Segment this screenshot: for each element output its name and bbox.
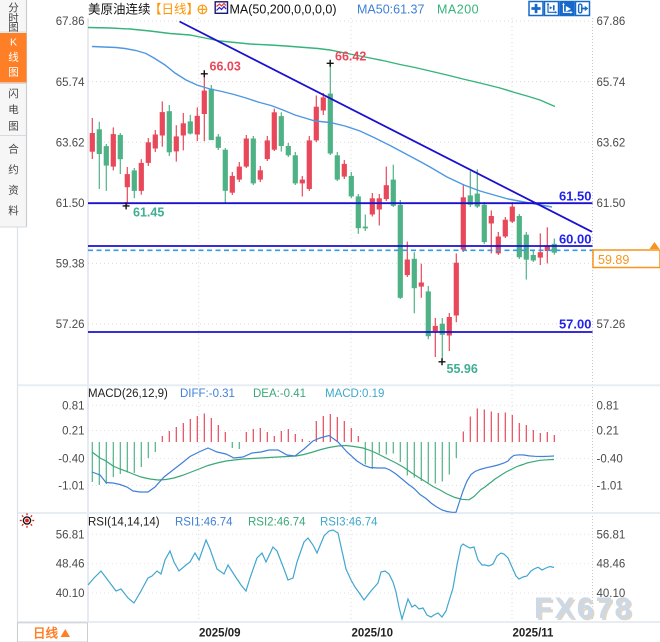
svg-text:K: K (10, 37, 17, 49)
svg-text:分: 分 (8, 2, 19, 14)
svg-text:40.10: 40.10 (597, 588, 626, 600)
svg-text:0.21: 0.21 (62, 426, 84, 438)
svg-text:59.38: 59.38 (56, 259, 85, 271)
svg-text:线: 线 (8, 51, 19, 64)
svg-text:-0.40: -0.40 (58, 453, 84, 465)
svg-text:MACD:0.19: MACD:0.19 (325, 388, 384, 400)
svg-text:-1.01: -1.01 (58, 481, 84, 493)
svg-text:57.26: 57.26 (56, 319, 85, 331)
svg-text:MA(50,200,0,0,0,0): MA(50,200,0,0,0,0) (230, 3, 337, 17)
svg-text:RSI3:46.74: RSI3:46.74 (320, 516, 378, 528)
svg-text:57.26: 57.26 (597, 319, 626, 331)
svg-text:【日线】: 【日线】 (149, 3, 199, 17)
svg-text:2025/11: 2025/11 (513, 628, 555, 640)
svg-text:56.81: 56.81 (56, 529, 85, 541)
svg-text:65.74: 65.74 (56, 77, 85, 89)
svg-text:55.96: 55.96 (447, 362, 478, 376)
svg-text:时: 时 (8, 13, 19, 25)
svg-text:66.03: 66.03 (210, 60, 241, 74)
svg-text:2025/09: 2025/09 (199, 628, 241, 640)
svg-text:MACD(26,12,9): MACD(26,12,9) (88, 388, 168, 400)
svg-text:65.74: 65.74 (597, 77, 626, 89)
svg-text:48.46: 48.46 (597, 559, 626, 571)
svg-text:63.62: 63.62 (597, 137, 626, 149)
svg-text:图: 图 (8, 67, 19, 79)
svg-text:66.42: 66.42 (335, 50, 366, 64)
svg-text:67.86: 67.86 (56, 16, 85, 28)
svg-text:约: 约 (8, 163, 19, 176)
svg-text:-1.01: -1.01 (597, 481, 623, 493)
svg-text:FX678: FX678 (534, 592, 633, 625)
svg-text:日线: 日线 (33, 626, 59, 641)
svg-text:56.81: 56.81 (597, 529, 626, 541)
svg-text:61.50: 61.50 (559, 189, 592, 204)
svg-text:59.89: 59.89 (598, 253, 629, 267)
svg-text:40.10: 40.10 (56, 588, 85, 600)
svg-text:DIFF:-0.31: DIFF:-0.31 (180, 388, 235, 400)
svg-text:0.81: 0.81 (597, 400, 619, 412)
svg-text:MA50:61.37: MA50:61.37 (357, 3, 424, 17)
svg-text:57.00: 57.00 (559, 317, 592, 332)
svg-text:闪: 闪 (8, 87, 19, 100)
svg-text:2025/10: 2025/10 (352, 628, 394, 640)
svg-text:61.50: 61.50 (597, 198, 626, 210)
svg-text:63.62: 63.62 (56, 137, 85, 149)
svg-text:料: 料 (8, 204, 19, 217)
svg-text:FX678: FX678 (536, 594, 635, 627)
svg-text:61.45: 61.45 (133, 206, 164, 220)
svg-text:合: 合 (8, 143, 19, 156)
svg-text:48.46: 48.46 (56, 559, 85, 571)
svg-text:DEA:-0.41: DEA:-0.41 (253, 388, 306, 400)
svg-text:0.21: 0.21 (597, 426, 619, 438)
svg-text:图: 图 (8, 22, 19, 34)
svg-text:资: 资 (8, 185, 19, 197)
svg-text:67.86: 67.86 (597, 16, 626, 28)
svg-text:61.50: 61.50 (56, 198, 85, 210)
svg-text:图: 图 (8, 121, 19, 133)
svg-text:RSI1:46.74: RSI1:46.74 (175, 516, 233, 528)
svg-text:RSI2:46.74: RSI2:46.74 (248, 516, 306, 528)
svg-text:RSI(14,14,14): RSI(14,14,14) (88, 516, 160, 528)
svg-text:电: 电 (8, 103, 19, 116)
svg-text:0.81: 0.81 (62, 400, 84, 412)
svg-text:-0.40: -0.40 (597, 453, 623, 465)
svg-text:60.00: 60.00 (559, 232, 592, 247)
svg-text:美原油连续: 美原油连续 (88, 2, 151, 17)
svg-text:MA200: MA200 (437, 3, 479, 17)
